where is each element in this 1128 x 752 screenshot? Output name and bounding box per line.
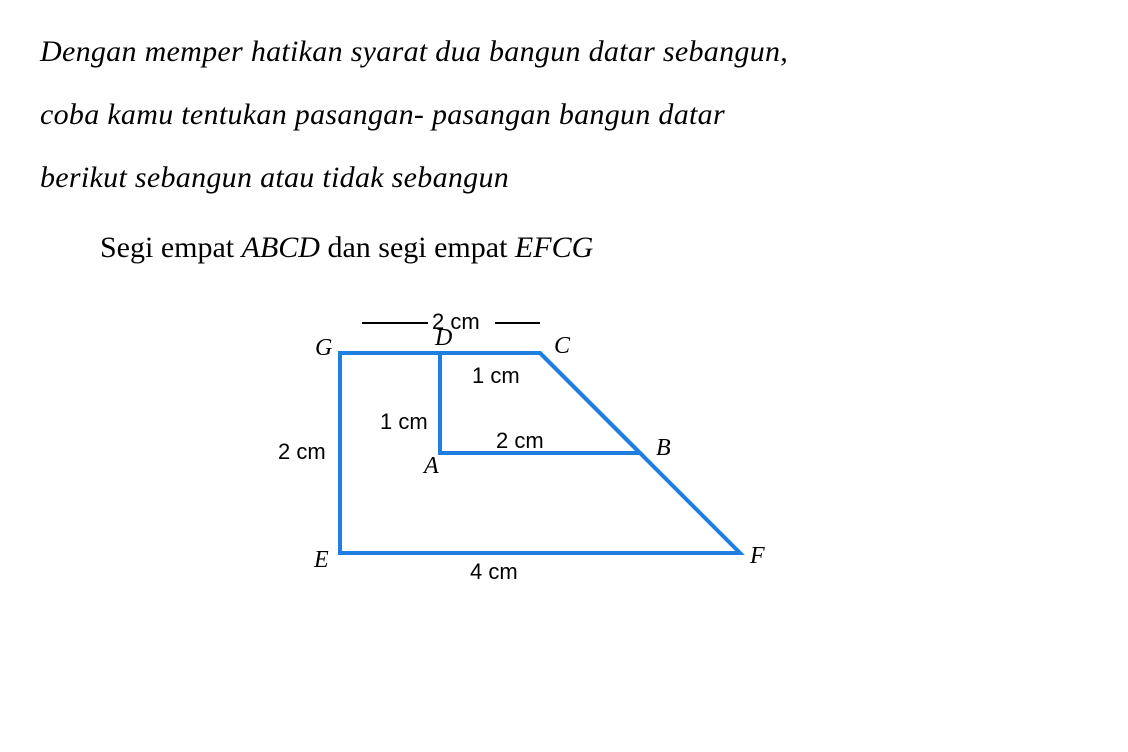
diagram: G D C A B E F 2 cm 1 cm 1 cm 2 cm 2 cm 4… [240,293,840,623]
subtitle: Segi empat ABCD dan segi empat EFCG [100,231,1088,265]
dim-top: 2 cm [432,309,480,335]
subtitle-mid: dan segi empat [320,231,515,264]
shape2-name: EFCG [515,231,593,264]
intro-line-1: Dengan memper hatikan syarat dua bangun … [40,20,1088,83]
intro-line-2: coba kamu tentukan pasangan- pasangan ba… [40,83,1088,146]
point-f: F [750,543,765,570]
point-c: C [554,333,570,360]
point-a: A [424,453,439,480]
intro-line-3: berikut sebangun atau tidak sebangun [40,146,1088,209]
shape1-name: ABCD [242,231,320,264]
dim-dc: 1 cm [472,363,520,389]
point-b: B [656,435,671,462]
point-g: G [315,335,332,362]
dim-da: 1 cm [380,409,428,435]
dim-ge: 2 cm [278,439,326,465]
subtitle-prefix: Segi empat [100,231,242,264]
point-e: E [314,547,329,574]
dim-ef: 4 cm [470,559,518,585]
dim-ab: 2 cm [496,428,544,454]
